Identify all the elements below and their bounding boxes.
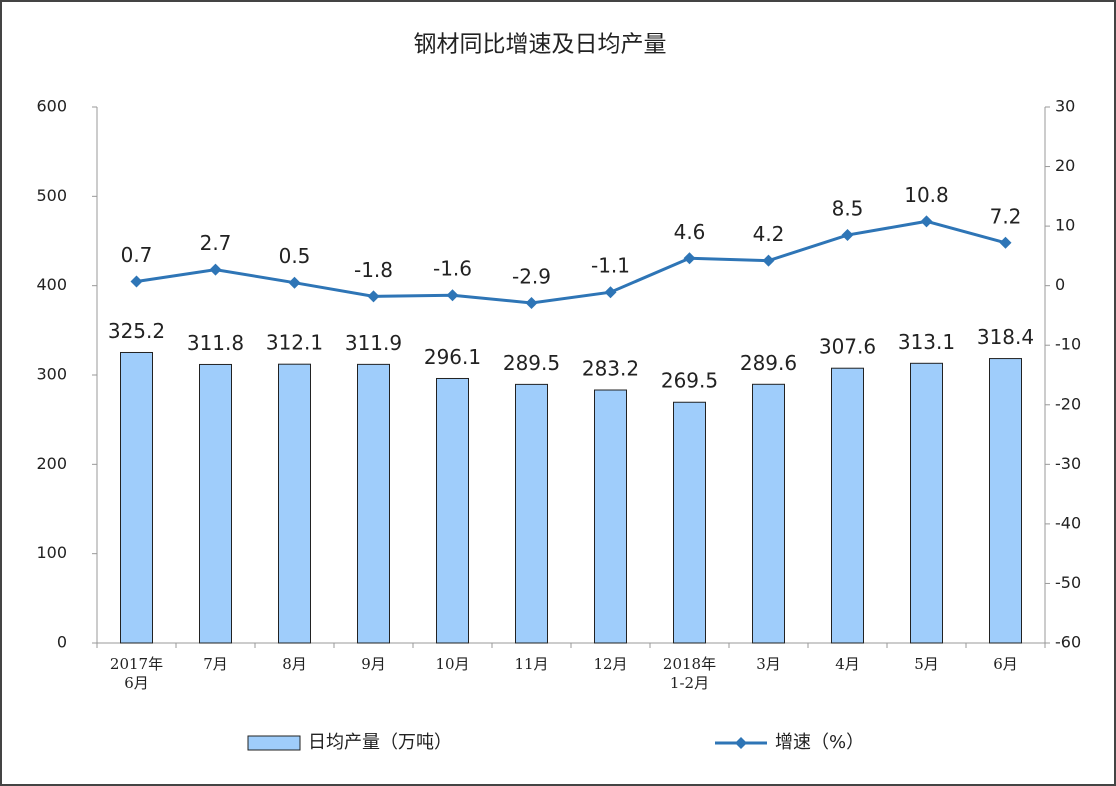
bar bbox=[436, 377, 469, 644]
bar-value-label: 296.1 bbox=[424, 345, 481, 369]
line-value-label: 0.5 bbox=[279, 244, 311, 268]
bar bbox=[278, 363, 311, 644]
legend-label: 增速（%） bbox=[775, 732, 864, 753]
line-value-label: 7.2 bbox=[990, 204, 1022, 228]
bar-value-label: 318.4 bbox=[977, 325, 1034, 349]
line-marker bbox=[288, 276, 301, 289]
line-marker bbox=[367, 290, 380, 303]
y2-tick-label: -40 bbox=[1055, 513, 1081, 532]
legend-marker bbox=[735, 737, 747, 749]
y-tick-label: 400 bbox=[36, 275, 67, 294]
line-marker bbox=[604, 286, 617, 299]
line-marker bbox=[446, 289, 459, 302]
bar-value-label: 312.1 bbox=[266, 331, 323, 355]
line bbox=[136, 219, 1006, 305]
bar bbox=[673, 401, 706, 644]
y2-tick-label: 0 bbox=[1055, 275, 1065, 294]
bar bbox=[120, 351, 153, 644]
line-value-label: 4.6 bbox=[674, 220, 706, 244]
line-marker bbox=[525, 296, 538, 309]
bar-value-label: 311.9 bbox=[345, 331, 402, 355]
chart-title: 钢材同比增速及日均产量 bbox=[414, 32, 667, 58]
bar bbox=[594, 389, 627, 644]
line-marker bbox=[683, 252, 696, 265]
y-tick-label: 0 bbox=[57, 633, 67, 652]
y2-tick-label: 30 bbox=[1055, 97, 1075, 116]
y2-tick-label: 10 bbox=[1055, 216, 1075, 235]
x-tick-label: 8月 bbox=[282, 655, 307, 673]
line-value-label: 4.2 bbox=[753, 222, 785, 246]
bar-value-label: 269.5 bbox=[661, 369, 718, 393]
bar-value-label: 307.6 bbox=[819, 335, 876, 359]
y-tick-label: 300 bbox=[36, 365, 67, 384]
x-tick-label: 9月 bbox=[361, 655, 386, 673]
legend-label: 日均产量（万吨） bbox=[308, 732, 452, 753]
x-tick-label: 7月 bbox=[203, 655, 228, 673]
bar-value-label: 311.8 bbox=[187, 331, 244, 355]
line-value-label: -2.9 bbox=[512, 264, 551, 288]
bar bbox=[989, 358, 1022, 644]
line-marker bbox=[999, 236, 1012, 249]
bar-value-label: 313.1 bbox=[898, 330, 955, 354]
bar-value-label: 325.2 bbox=[108, 319, 165, 343]
bar-value-label: 289.6 bbox=[740, 351, 797, 375]
bar bbox=[910, 362, 943, 644]
y2-tick-label: -20 bbox=[1055, 394, 1081, 413]
bar bbox=[515, 383, 548, 644]
y-tick-label: 200 bbox=[36, 454, 67, 473]
y2-tick-label: -30 bbox=[1055, 454, 1081, 473]
x-tick-label: 12月 bbox=[593, 655, 628, 673]
x-tick-label: 10月 bbox=[435, 655, 470, 673]
line-value-label: 0.7 bbox=[121, 243, 153, 267]
bar bbox=[199, 363, 232, 644]
x-tick-label: 11月 bbox=[514, 655, 549, 673]
bar bbox=[357, 363, 390, 644]
y2-tick-label: -50 bbox=[1055, 573, 1081, 592]
line-marker bbox=[841, 229, 854, 242]
line-marker bbox=[920, 215, 933, 228]
y-tick-label: 100 bbox=[36, 543, 67, 562]
y2-tick-label: -60 bbox=[1055, 633, 1081, 652]
x-tick-label: 2017年 6月 bbox=[109, 655, 164, 692]
line-value-label: -1.6 bbox=[433, 257, 472, 281]
x-tick-label: 6月 bbox=[993, 655, 1018, 673]
legend-swatch bbox=[247, 735, 301, 751]
line-value-label: 8.5 bbox=[832, 197, 864, 221]
line-marker bbox=[130, 275, 143, 288]
y2-tick-label: -10 bbox=[1055, 335, 1081, 354]
line-marker bbox=[762, 254, 775, 267]
line-value-label: -1.8 bbox=[354, 258, 393, 282]
line-value-label: 2.7 bbox=[200, 231, 232, 255]
bar bbox=[831, 367, 864, 644]
line-value-label: 10.8 bbox=[904, 183, 949, 207]
x-tick-label: 5月 bbox=[914, 655, 939, 673]
line-value-label: -1.1 bbox=[591, 254, 630, 278]
x-tick-label: 2018年 1-2月 bbox=[662, 655, 717, 692]
y2-tick-label: 20 bbox=[1055, 156, 1075, 175]
line-marker bbox=[209, 263, 222, 276]
bar-value-label: 283.2 bbox=[582, 357, 639, 381]
x-tick-label: 3月 bbox=[756, 655, 781, 673]
y-tick-label: 600 bbox=[36, 97, 67, 116]
x-tick-label: 4月 bbox=[835, 655, 860, 673]
bar-value-label: 289.5 bbox=[503, 351, 560, 375]
bar bbox=[752, 383, 785, 644]
y-tick-label: 500 bbox=[36, 186, 67, 205]
